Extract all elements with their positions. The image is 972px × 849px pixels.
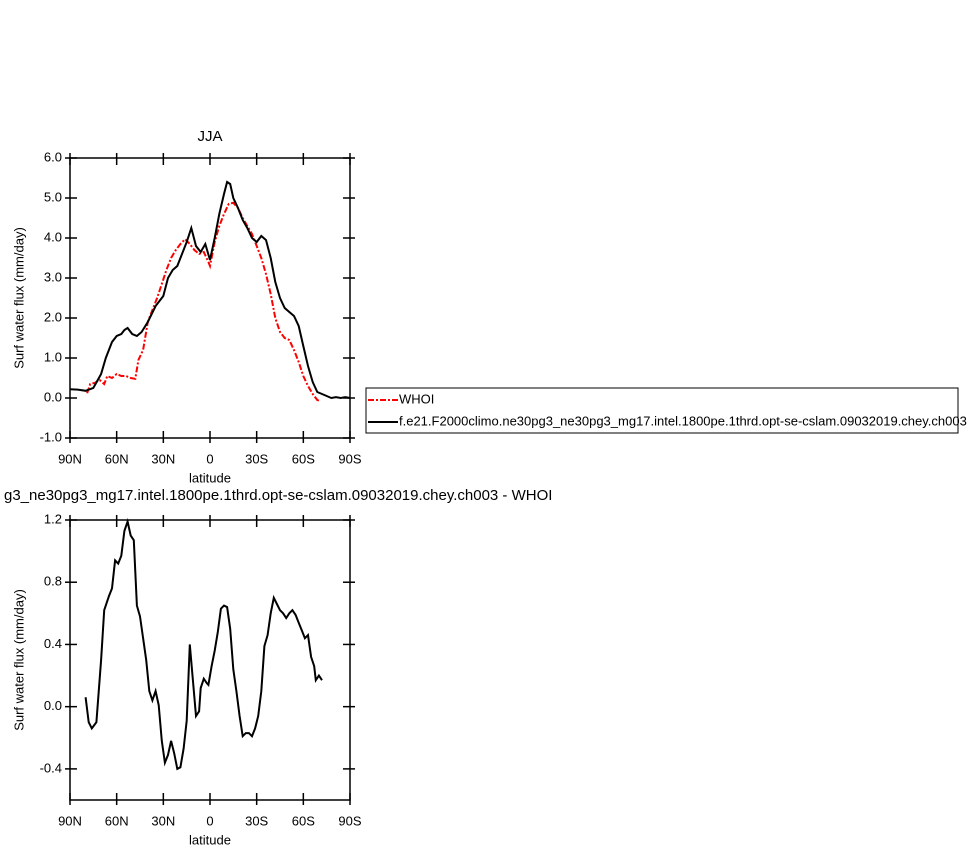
y-tick-label: 3.0 (44, 269, 62, 284)
x-tick-label: 60N (105, 813, 129, 828)
plot-frame (69, 519, 351, 801)
y-tick-label: 0.0 (44, 389, 62, 404)
y-axis-label: Surf water flux (mm/day) (11, 589, 26, 731)
y-tick-label: 2.0 (44, 309, 62, 324)
chart-title: JJA (197, 128, 222, 145)
x-tick-label: 30S (245, 813, 268, 828)
y-tick-label: 1.0 (44, 349, 62, 364)
y-axis-label: Surf water flux (mm/day) (11, 227, 26, 369)
data-line (86, 201, 321, 403)
y-tick-label: -1.0 (40, 429, 62, 444)
x-axis-label: latitude (189, 832, 231, 847)
legend: WHOI f.e21.F2000climo.ne30pg3_ne30pg3_mg1… (365, 387, 967, 434)
legend-label: f.e21.F2000climo.ne30pg3_ne30pg3_mg17.in… (399, 413, 967, 428)
x-tick-label: 90N (58, 813, 82, 828)
y-tick-label: 0.8 (44, 574, 62, 589)
x-tick-label: 60N (105, 451, 129, 466)
x-tick-label: 60S (292, 451, 315, 466)
y-tick-label: 0.4 (44, 636, 62, 651)
data-line (84, 517, 323, 771)
x-tick-label: 90S (338, 451, 361, 466)
legend-label: WHOI (399, 391, 434, 406)
x-tick-label: 30N (151, 451, 175, 466)
x-tick-label: 90N (58, 451, 82, 466)
y-tick-label: 6.0 (44, 149, 62, 164)
x-axis-label: latitude (189, 470, 231, 485)
y-tick-label: -0.4 (40, 760, 62, 775)
legend-box (365, 387, 959, 434)
x-tick-label: 60S (292, 813, 315, 828)
y-tick-label: 1.2 (44, 511, 62, 526)
x-tick-label: 30N (151, 813, 175, 828)
x-tick-label: 0 (206, 813, 213, 828)
y-tick-label: 0.0 (44, 698, 62, 713)
y-tick-label: 5.0 (44, 189, 62, 204)
x-tick-label: 30S (245, 451, 268, 466)
x-tick-label: 90S (338, 813, 361, 828)
chart-title: g3_ne30pg3_mg17.intel.1800pe.1thrd.opt-s… (4, 487, 552, 504)
y-tick-label: 4.0 (44, 229, 62, 244)
x-tick-label: 0 (206, 451, 213, 466)
data-line (69, 180, 351, 400)
plot-frame (69, 157, 351, 439)
